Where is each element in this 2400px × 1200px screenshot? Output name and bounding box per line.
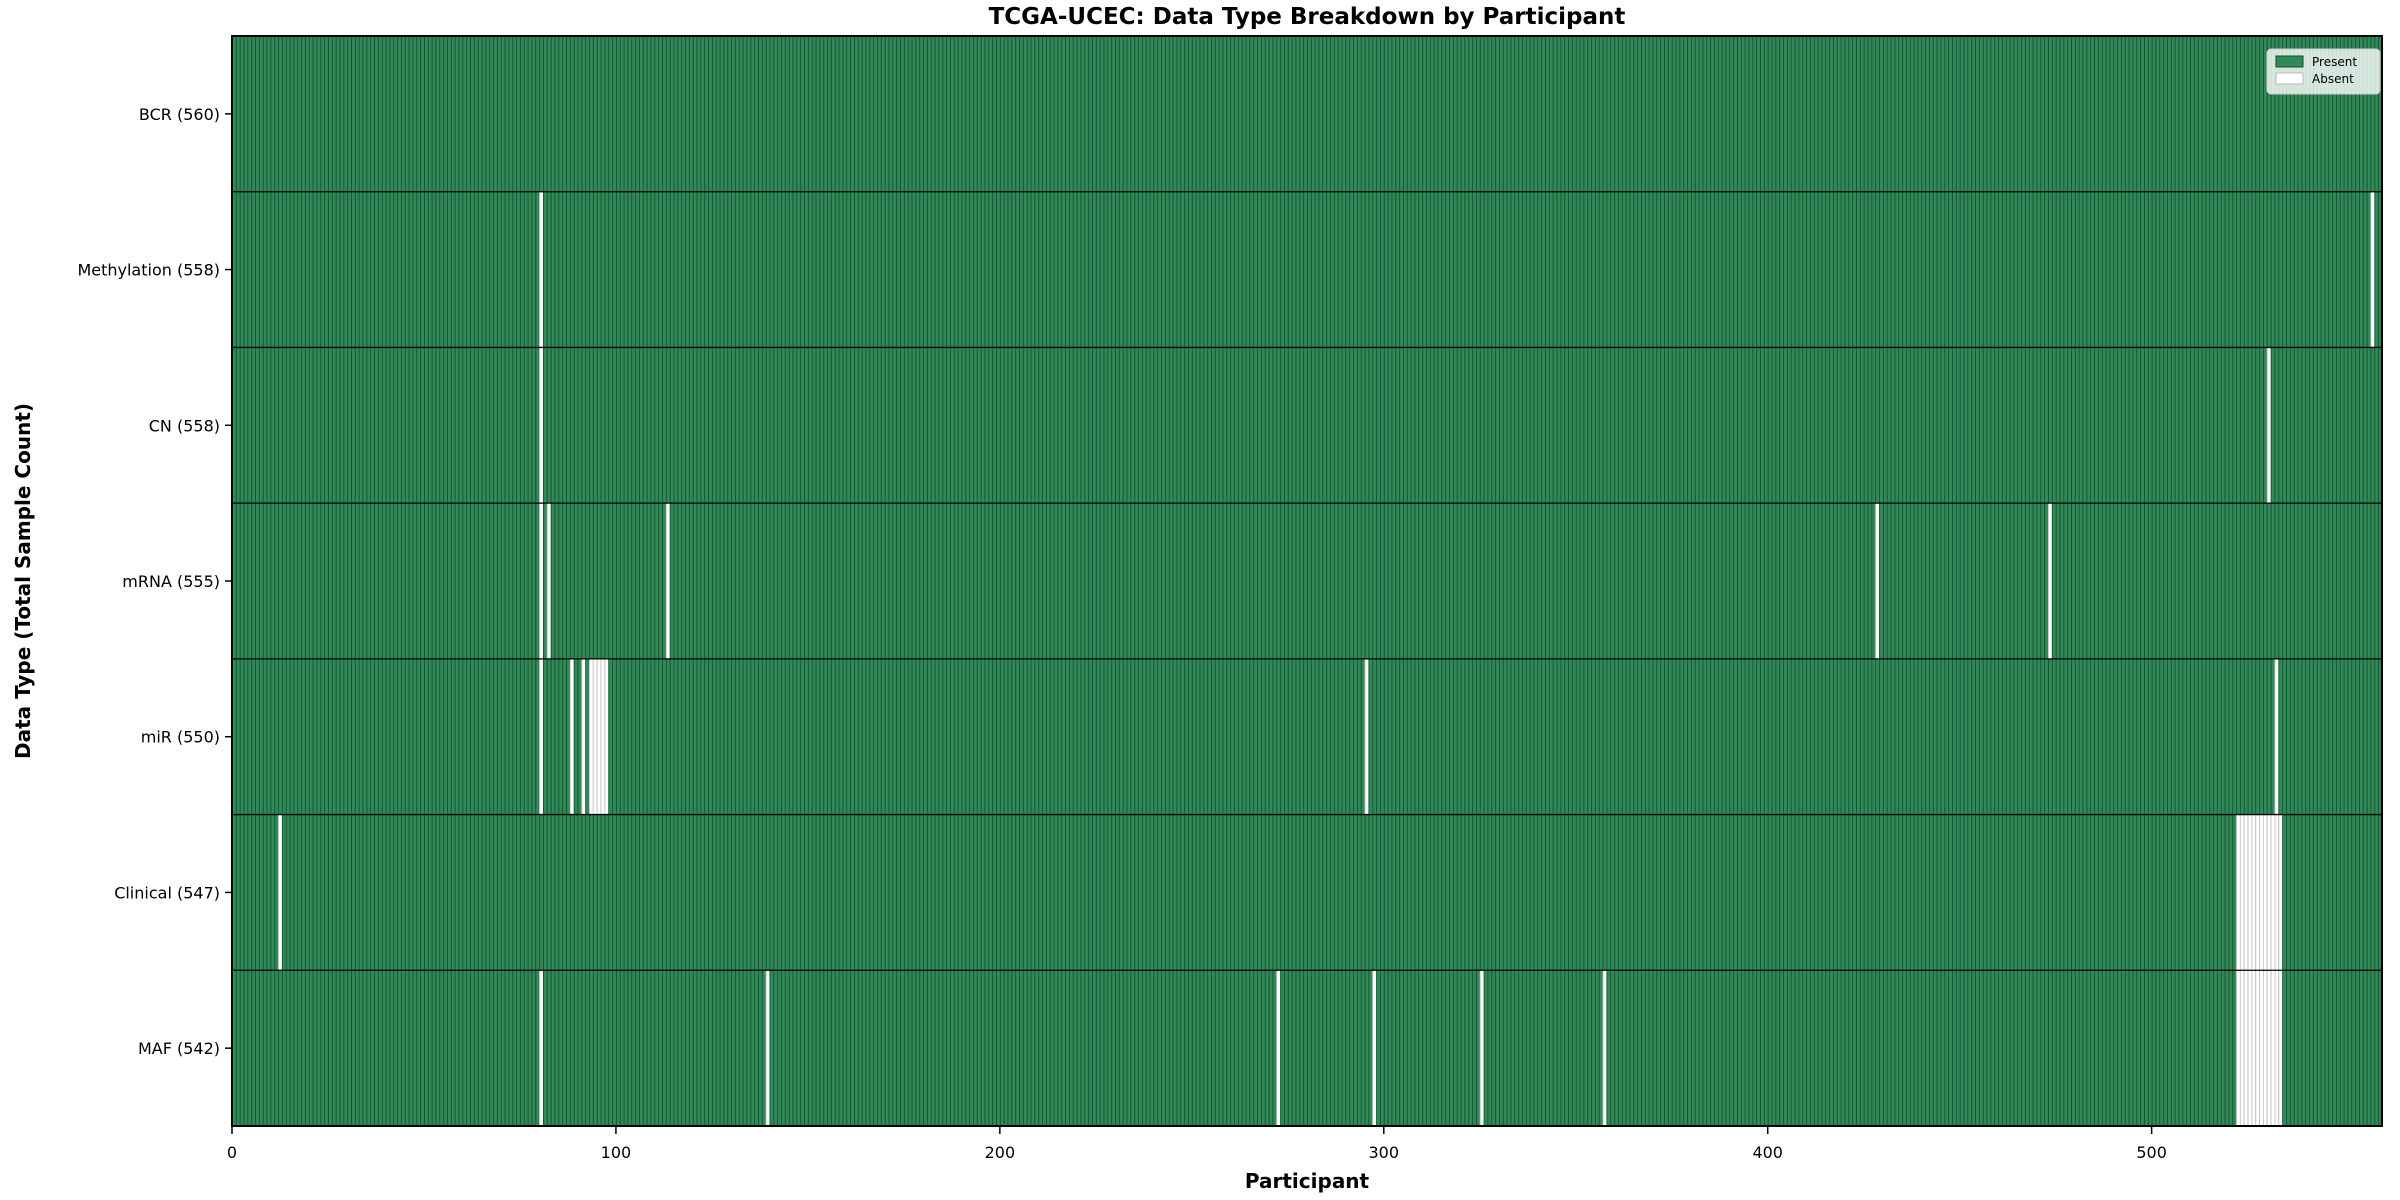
absent-mark [2266,347,2271,504]
y-tick-label: BCR (560) [139,105,220,124]
y-tick-label: Methylation (558) [77,261,220,280]
absent-mark [2262,814,2267,971]
absent-mark [2236,814,2240,971]
y-axis-label: Data Type (Total Sample Count) [11,403,35,759]
absent-mark [2247,814,2252,971]
x-tick-label: 500 [2136,1143,2167,1162]
absent-mark [2278,814,2283,971]
x-tick-label: 0 [227,1143,237,1162]
y-tick-label: miR (550) [141,728,220,747]
absent-mark [2239,814,2244,971]
absent-mark [592,658,597,815]
row-maf [232,970,2382,1126]
absent-mark [2266,970,2271,1126]
absent-mark [2047,503,2052,659]
x-tick-label: 400 [1752,1143,1783,1162]
plot-area: BCR (560) Methylation (558) CN (558) mRNA (… [77,35,2383,1162]
absent-mark [539,970,543,1126]
absent-mark [665,503,670,659]
absent-mark [2370,191,2375,348]
present-bars [232,36,2382,192]
absent-mark [589,658,593,815]
legend-absent-swatch [2275,72,2304,85]
present-bars [232,347,2382,504]
absent-mark [1602,970,1607,1126]
row-clinical [232,814,2382,971]
x-tick-label: 300 [1369,1143,1400,1162]
legend-present-swatch [2275,55,2304,68]
absent-mark [2266,814,2271,971]
present-bars [232,503,2382,659]
legend-absent-label: Absent [2312,72,2354,86]
absent-mark [2270,814,2275,971]
absent-mark [2255,814,2260,971]
row-bcr [232,36,2382,192]
absent-mark [2274,658,2279,815]
absent-mark [539,191,543,348]
y-tick-label: mRNA (555) [122,572,220,591]
row-cn [232,347,2382,504]
absent-mark [2239,970,2244,1126]
absent-mark [1364,658,1369,815]
absent-mark [2274,814,2279,971]
y-tick-label: MAF (542) [138,1039,220,1058]
chart-title: TCGA-UCEC: Data Type Breakdown by Partic… [989,4,1626,30]
y-tick-label: CN (558) [149,416,220,435]
present-bars [232,814,2382,971]
legend-present-label: Present [2312,55,2357,69]
x-tick-label: 100 [601,1143,632,1162]
absent-mark [2274,970,2279,1126]
x-axis-label: Participant [1245,1169,1370,1193]
absent-mark [2259,970,2263,1126]
absent-mark [546,503,551,659]
absent-mark [600,658,605,815]
absent-mark [2278,970,2283,1126]
absent-mark [1479,970,1484,1126]
absent-mark [2259,814,2263,971]
absent-mark [2251,970,2256,1126]
absent-mark [1276,970,1281,1126]
absent-mark [2243,814,2248,971]
absent-mark [2247,970,2252,1126]
present-bars [232,658,2382,815]
absent-mark [1372,970,1377,1126]
absent-mark [2255,970,2260,1126]
x-tick-label: 200 [985,1143,1016,1162]
absent-mark [539,658,543,815]
absent-mark [2270,970,2275,1126]
absent-mark [2262,970,2267,1126]
absent-mark [278,814,282,971]
row-methylation [232,191,2382,348]
present-bars [232,191,2382,348]
absent-mark [581,658,586,815]
absent-mark [2251,814,2256,971]
row-mir [232,658,2382,815]
absent-mark [604,658,609,815]
absent-mark [2243,970,2248,1126]
absent-mark [596,658,601,815]
absent-mark [539,503,543,659]
absent-mark [2236,970,2240,1126]
absent-mark [765,970,770,1126]
present-bars [232,970,2382,1126]
legend: Present Absent [2266,48,2381,95]
y-tick-label: Clinical (547) [114,883,220,902]
plot-border [231,35,2383,1127]
row-mrna [232,503,2382,659]
absent-mark [569,658,574,815]
absent-mark [1875,503,1880,659]
absent-mark [539,347,543,504]
